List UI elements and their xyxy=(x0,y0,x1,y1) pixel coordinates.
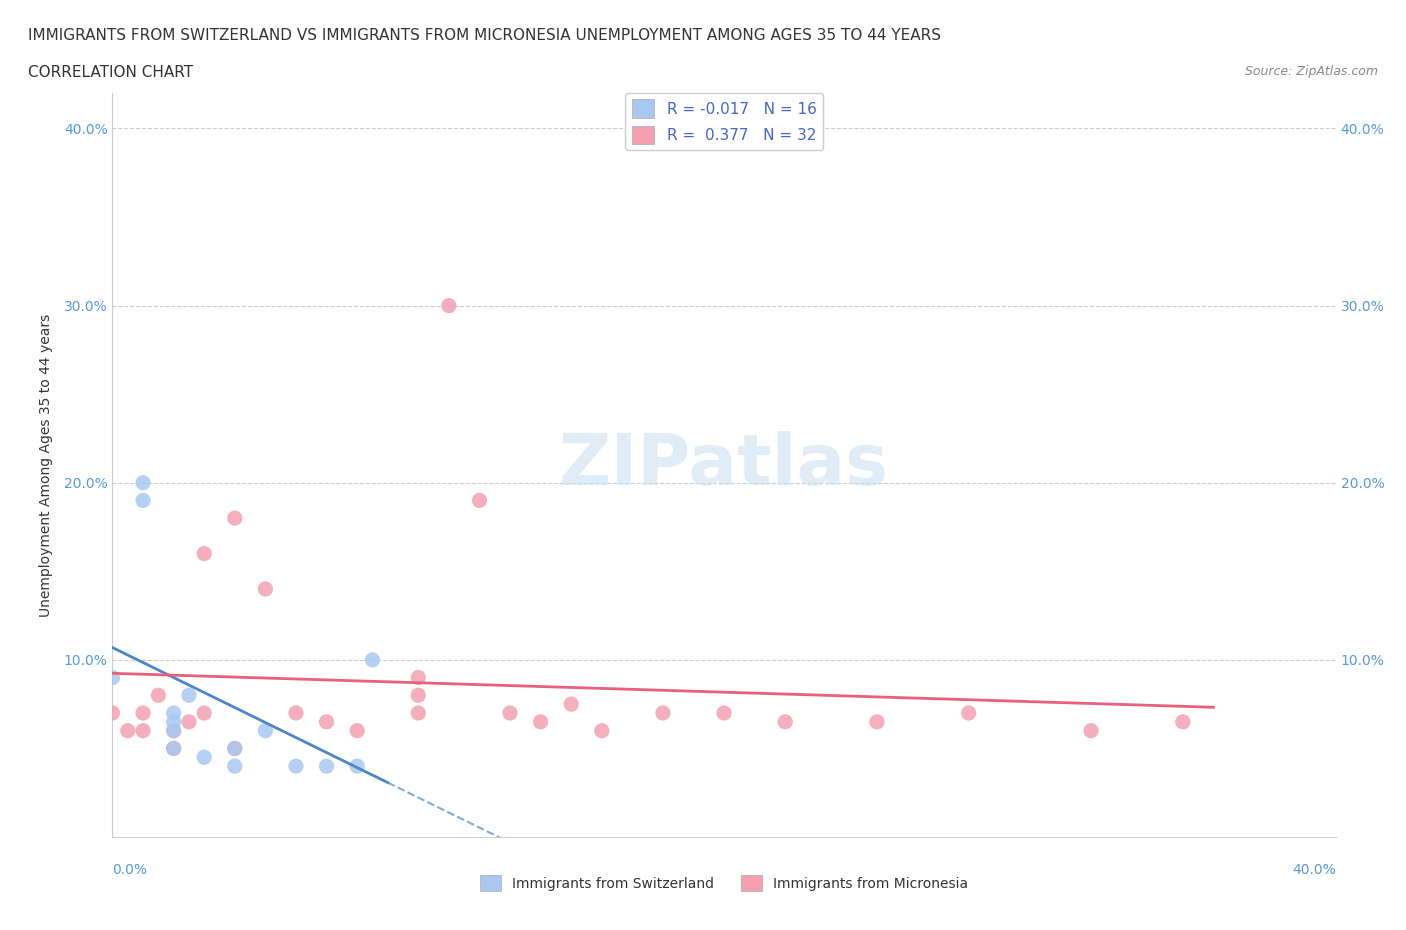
Point xyxy=(163,724,186,738)
Point xyxy=(468,493,491,508)
Point xyxy=(1080,724,1102,738)
Point xyxy=(361,653,384,668)
Legend: Immigrants from Switzerland, Immigrants from Micronesia: Immigrants from Switzerland, Immigrants … xyxy=(474,869,974,897)
Point xyxy=(224,759,246,774)
Point xyxy=(117,724,139,738)
Text: Source: ZipAtlas.com: Source: ZipAtlas.com xyxy=(1244,65,1378,78)
Point xyxy=(163,741,186,756)
Point xyxy=(315,714,337,729)
Point xyxy=(560,697,582,711)
Point xyxy=(224,741,246,756)
Point xyxy=(163,706,186,721)
Point xyxy=(254,581,277,596)
Point xyxy=(408,706,430,721)
Point xyxy=(163,741,186,756)
Point xyxy=(408,671,430,685)
Point xyxy=(177,714,200,729)
Point xyxy=(866,714,889,729)
Point xyxy=(224,511,246,525)
Point xyxy=(101,671,124,685)
Point xyxy=(713,706,735,721)
Point xyxy=(437,299,460,313)
Point xyxy=(193,546,215,561)
Point xyxy=(957,706,980,721)
Text: 40.0%: 40.0% xyxy=(1292,863,1336,877)
Point xyxy=(132,724,155,738)
Point xyxy=(132,706,155,721)
Point xyxy=(652,706,675,721)
Point xyxy=(193,750,215,764)
Point xyxy=(132,475,155,490)
Point xyxy=(177,688,200,703)
Point xyxy=(148,688,170,703)
Point xyxy=(132,493,155,508)
Point xyxy=(224,741,246,756)
Point xyxy=(530,714,553,729)
Point xyxy=(775,714,797,729)
Point xyxy=(163,724,186,738)
Point xyxy=(193,706,215,721)
Y-axis label: Unemployment Among Ages 35 to 44 years: Unemployment Among Ages 35 to 44 years xyxy=(38,313,52,617)
Point xyxy=(346,724,368,738)
Point xyxy=(284,759,308,774)
Point xyxy=(315,759,337,774)
Text: ZIPatlas: ZIPatlas xyxy=(560,431,889,499)
Point xyxy=(346,759,368,774)
Point xyxy=(163,714,186,729)
Point xyxy=(1171,714,1194,729)
Text: 0.0%: 0.0% xyxy=(112,863,148,877)
Point xyxy=(254,724,277,738)
Text: CORRELATION CHART: CORRELATION CHART xyxy=(28,65,193,80)
Point xyxy=(591,724,613,738)
Point xyxy=(101,706,124,721)
Text: IMMIGRANTS FROM SWITZERLAND VS IMMIGRANTS FROM MICRONESIA UNEMPLOYMENT AMONG AGE: IMMIGRANTS FROM SWITZERLAND VS IMMIGRANT… xyxy=(28,28,941,43)
Point xyxy=(499,706,522,721)
Point xyxy=(284,706,308,721)
Point xyxy=(408,688,430,703)
